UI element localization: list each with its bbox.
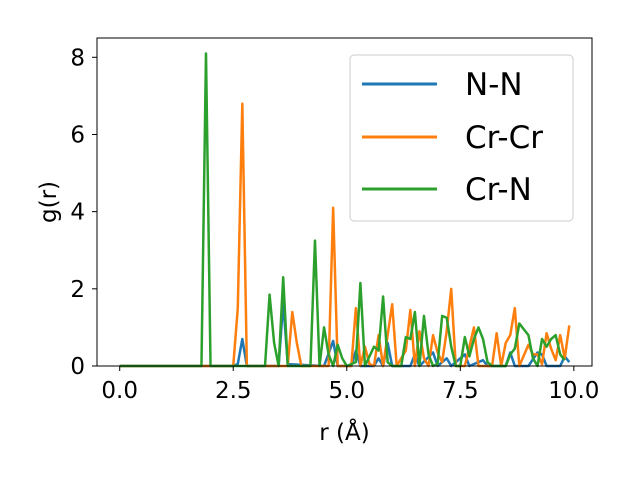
- x-tick-label: 7.5: [442, 378, 479, 404]
- legend: N-N Cr-Cr Cr-N: [349, 54, 574, 222]
- legend-label-cr-cr: Cr-Cr: [465, 120, 543, 156]
- x-axis-label: r (Å): [319, 418, 369, 446]
- series-line-cr-n: [119, 52, 566, 368]
- x-tick-label: 0.0: [101, 378, 138, 404]
- legend-label-cr-n: Cr-N: [465, 172, 532, 208]
- y-axis-label: g(r): [36, 181, 62, 223]
- y-tick-label: 8: [70, 45, 85, 71]
- y-tick-label: 6: [70, 122, 85, 148]
- x-tick-label: 10.0: [548, 378, 599, 404]
- y-tick-label: 2: [70, 277, 85, 303]
- x-axis-ticks: 0.0 2.5 5.0 7.5 10.0: [101, 366, 599, 404]
- x-tick-label: 5.0: [328, 378, 365, 404]
- y-tick-label: 4: [70, 200, 85, 226]
- y-axis-ticks: 0 2 4 6 8: [70, 45, 97, 380]
- legend-label-n-n: N-N: [465, 67, 523, 103]
- y-tick-label: 0: [70, 354, 85, 380]
- plot-area-frame: [96, 37, 593, 367]
- legend-box: [349, 54, 574, 222]
- x-tick-label: 2.5: [215, 378, 252, 404]
